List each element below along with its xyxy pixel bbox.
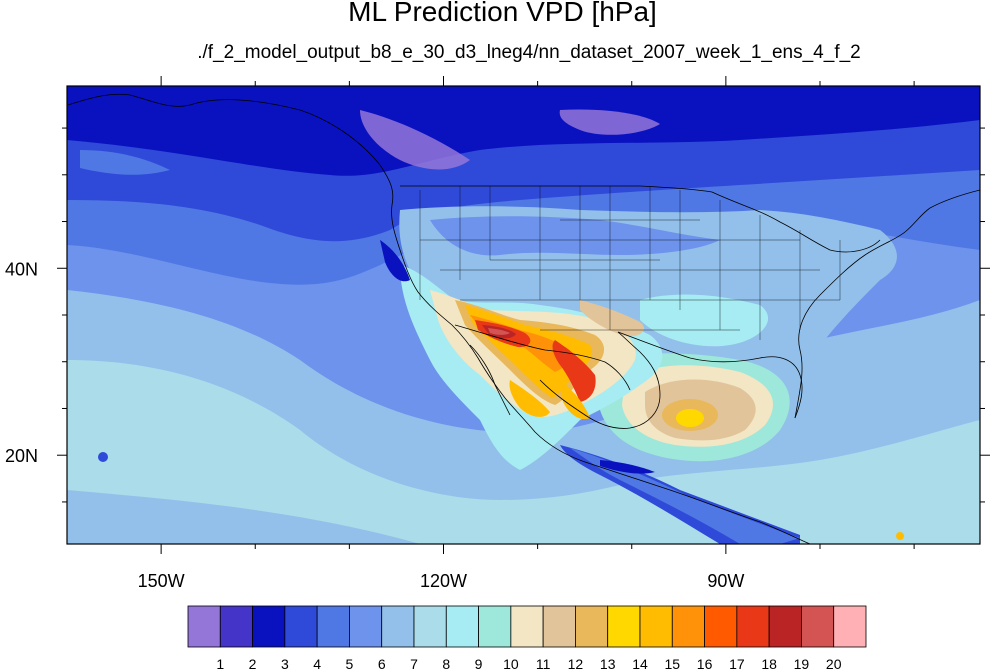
colorbar-level-label: 19 <box>794 656 810 672</box>
colorbar-level-label: 15 <box>664 656 680 672</box>
colorbar-level-label: 7 <box>410 656 418 672</box>
field-level-1b <box>559 109 660 135</box>
field-mx-18 <box>552 340 596 402</box>
lat-tick-label: 40N <box>5 259 38 279</box>
axis-ticks <box>57 76 990 554</box>
colorbar-swatch <box>349 605 383 648</box>
colorbar-swatch <box>284 605 318 648</box>
colorbar-level-label: 16 <box>697 656 713 672</box>
colorbar-level-label: 14 <box>632 656 648 672</box>
coastlines <box>67 93 980 544</box>
colorbar-level-label: 2 <box>249 656 257 672</box>
field-level-6-sw <box>67 490 420 544</box>
colorbar-level-label: 9 <box>475 656 483 672</box>
colorbar-swatch <box>413 605 447 648</box>
field-cam-2 <box>600 460 655 474</box>
lon-tick-label: 120W <box>420 571 467 591</box>
colorbar-swatch <box>639 605 673 648</box>
field-coast-2 <box>380 240 410 282</box>
colorbar-level-label: 13 <box>600 656 616 672</box>
colorbar-labels: 1 2 3 4 5 6 7 8 9 10 11 12 13 14 15 16 17 18 19 20 <box>216 656 841 672</box>
colorbar-swatch <box>187 605 221 648</box>
colorbar-level-label: 4 <box>313 656 321 672</box>
colorbar-swatch <box>252 605 286 648</box>
colorbar-level-label: 12 <box>568 656 584 672</box>
lat-tick-label: 20N <box>5 446 38 466</box>
field-sa-spot <box>896 532 904 540</box>
field-sw-20 <box>488 328 510 335</box>
colorbar-level-label: 6 <box>378 656 386 672</box>
colorbar-swatch <box>219 605 253 648</box>
colorbar-level-label: 8 <box>442 656 450 672</box>
colorbar <box>187 605 867 648</box>
colorbar-swatch <box>801 605 835 648</box>
field-baja-15 <box>509 380 550 417</box>
field-gulf-14 <box>676 409 704 427</box>
map-subtitle: ./f_2_model_output_b8_e_30_d3_lneg4/nn_d… <box>197 42 861 63</box>
field-tx-12 <box>580 300 645 337</box>
colorbar-swatch <box>833 605 867 648</box>
lon-tick-label: 150W <box>138 571 185 591</box>
colorbar-swatch <box>671 605 705 648</box>
colorbar-level-label: 3 <box>281 656 289 672</box>
colorbar-swatch <box>607 605 641 648</box>
colorbar-swatch <box>575 605 609 648</box>
colorbar-level-label: 10 <box>503 656 519 672</box>
colorbar-level-label: 1 <box>216 656 224 672</box>
lon-tick-label: 90W <box>707 571 744 591</box>
axis-tick-labels: 150W 120W 90W 40N 20N <box>5 259 744 591</box>
colorbar-swatch <box>736 605 770 648</box>
colorbar-swatch <box>316 605 350 648</box>
colorbar-swatch <box>478 605 512 648</box>
colorbar-swatch <box>381 605 415 648</box>
colorbar-swatch <box>510 605 544 648</box>
field-level-1a <box>360 110 470 170</box>
field-level-9-se <box>640 294 769 347</box>
colorbar-swatch <box>768 605 802 648</box>
field-mx-15 <box>560 380 590 420</box>
colorbar-level-label: 17 <box>729 656 745 672</box>
state-borders <box>419 186 841 340</box>
field-level-4-pac <box>80 150 170 175</box>
colorbar-level-label: 5 <box>346 656 354 672</box>
colorbar-swatch <box>542 605 576 648</box>
colorbar-swatch <box>445 605 479 648</box>
vpd-field <box>67 86 980 544</box>
field-hawaii <box>98 452 108 462</box>
colorbar-level-label: 18 <box>761 656 777 672</box>
map-title: ML Prediction VPD [hPa] <box>348 0 657 27</box>
colorbar-swatch <box>704 605 738 648</box>
colorbar-level-label: 11 <box>536 656 551 672</box>
colorbar-level-label: 20 <box>826 656 842 672</box>
field-us-north <box>430 216 720 256</box>
